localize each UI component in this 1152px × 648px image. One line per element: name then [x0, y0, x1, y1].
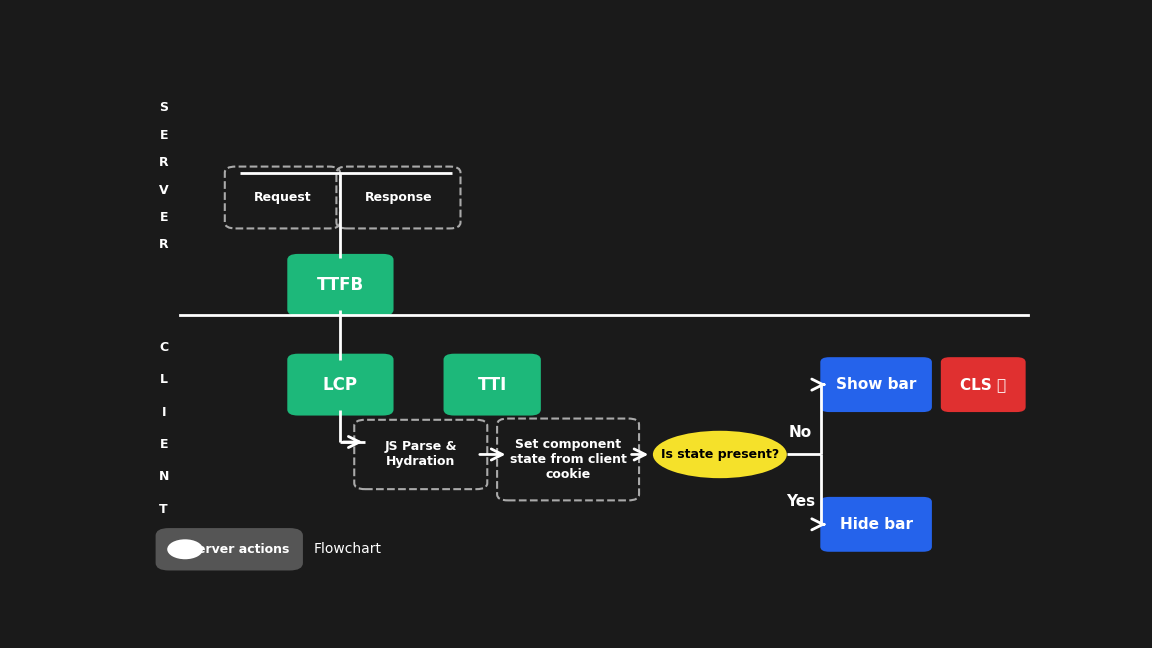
Text: JS Parse &
Hydration: JS Parse & Hydration	[385, 441, 457, 469]
FancyBboxPatch shape	[820, 357, 932, 412]
Text: S: S	[159, 101, 168, 114]
Text: V: V	[159, 183, 168, 196]
Text: R: R	[159, 156, 168, 169]
Ellipse shape	[653, 431, 787, 478]
Text: E: E	[159, 129, 168, 142]
FancyBboxPatch shape	[444, 354, 540, 415]
Text: R: R	[159, 238, 168, 251]
FancyBboxPatch shape	[287, 254, 394, 316]
Text: L: L	[160, 373, 168, 386]
Text: I: I	[161, 406, 166, 419]
Text: T: T	[159, 503, 168, 516]
Text: E: E	[159, 211, 168, 224]
Text: E: E	[159, 438, 168, 451]
Text: N: N	[159, 470, 169, 483]
Text: Show bar: Show bar	[836, 377, 916, 392]
FancyBboxPatch shape	[156, 528, 303, 570]
Text: Response: Response	[365, 191, 432, 204]
Text: CLS 👎: CLS 👎	[960, 377, 1007, 392]
Text: Is state present?: Is state present?	[661, 448, 779, 461]
Text: Flowchart: Flowchart	[313, 542, 381, 556]
Circle shape	[167, 539, 203, 559]
Text: No: No	[789, 424, 812, 439]
Text: C: C	[159, 341, 168, 354]
Text: TTI: TTI	[478, 376, 507, 393]
Text: Server actions: Server actions	[188, 543, 289, 556]
Text: Hide bar: Hide bar	[840, 517, 912, 532]
Text: TTFB: TTFB	[317, 276, 364, 294]
FancyBboxPatch shape	[287, 354, 394, 415]
FancyBboxPatch shape	[820, 497, 932, 552]
Text: LCP: LCP	[323, 376, 358, 393]
Text: Request: Request	[253, 191, 311, 204]
FancyBboxPatch shape	[941, 357, 1025, 412]
Text: Set component
state from client
cookie: Set component state from client cookie	[509, 438, 627, 481]
Text: Yes: Yes	[786, 494, 814, 509]
